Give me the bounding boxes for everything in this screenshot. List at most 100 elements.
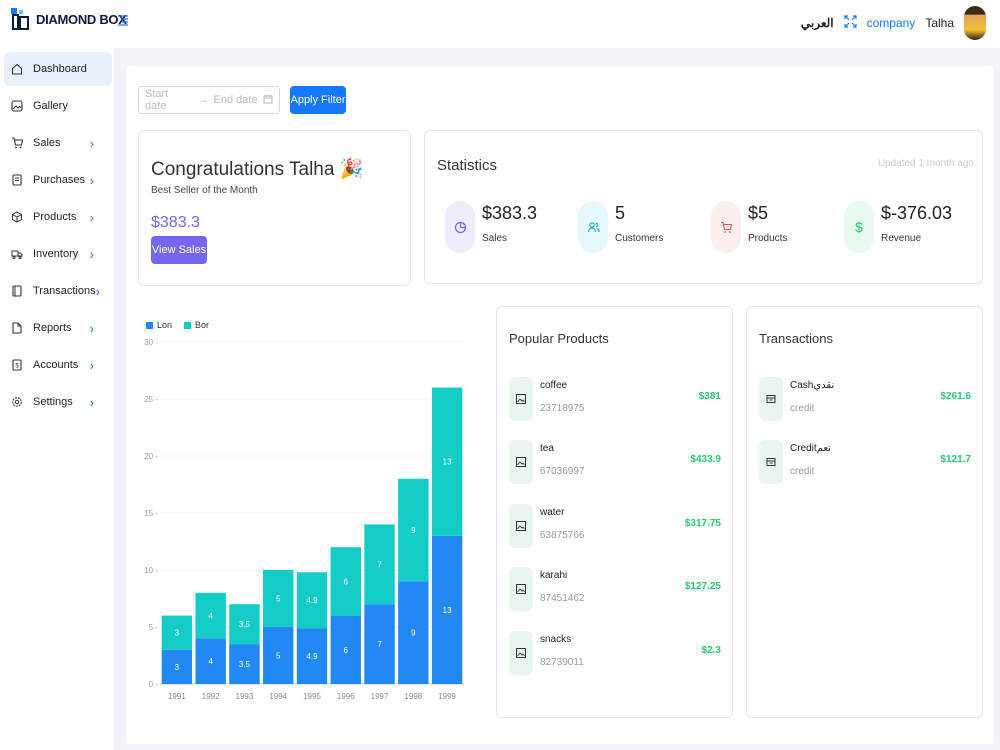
congrats-title: Congratulations Talha 🎉 — [151, 159, 364, 180]
sidebar-item-label: Inventory — [33, 248, 79, 260]
chart-plot: 0 - 5 - 10 - 15 - 20 - 25 - 30 - 3 3 1991 4 4 1992 3.… — [144, 338, 464, 701]
legend-item[interactable]: Lon — [146, 320, 172, 330]
wallet-icon — [759, 440, 783, 484]
list-item[interactable]: water 63875766 $317.75 — [509, 504, 721, 548]
chevron-right-icon: › — [89, 246, 94, 262]
legend-item[interactable]: Bor — [184, 320, 209, 330]
user-name[interactable]: Talha — [925, 16, 954, 30]
list-item[interactable]: Creditنعم credit $121.7 — [759, 440, 971, 484]
bar-segment — [161, 649, 193, 684]
bar-segment — [398, 581, 429, 684]
data-label: 5 — [276, 652, 281, 661]
image-icon — [509, 504, 533, 548]
sidebar-item-accounts[interactable]: $ Accounts › — [4, 348, 112, 382]
statistics-updated: Updated 1 month ago — [877, 158, 974, 169]
product-name: karahi — [540, 570, 568, 581]
product-name: water — [540, 507, 565, 518]
data-label: 9 — [411, 629, 416, 638]
receipt-icon — [11, 174, 23, 186]
data-label: 4.9 — [306, 652, 318, 661]
calendar-icon[interactable] — [263, 94, 273, 107]
logo[interactable]: DIAMOND BOX — [10, 6, 127, 32]
end-date-input[interactable]: End date — [213, 94, 258, 106]
sidebar-item-gallery[interactable]: Gallery — [4, 89, 112, 123]
y-tick-label: 10 - — [144, 566, 158, 575]
congrats-card: Congratulations Talha 🎉 Best Seller of t… — [138, 130, 411, 286]
arrow-right-icon: → — [197, 94, 209, 106]
product-code: 82739011 — [540, 657, 584, 668]
list-item[interactable]: coffee 23718975 $381 — [509, 377, 721, 421]
company-selector[interactable]: company — [866, 16, 916, 30]
data-label: 4.9 — [306, 596, 318, 605]
image-icon — [509, 377, 533, 421]
diamond-box-logo-icon — [11, 8, 29, 30]
product-name: tea — [540, 443, 554, 454]
popular-products-card: Popular Products coffee 23718975 $381 te… — [496, 306, 733, 718]
image-icon — [509, 567, 533, 611]
product-code: 87451462 — [540, 593, 585, 604]
cart-icon — [711, 201, 741, 253]
stat-value: $-376.03 — [881, 203, 953, 223]
x-tick-label: 1992 — [202, 692, 220, 701]
data-label: 5 — [276, 595, 281, 604]
brand-name: DIAMOND BOX — [36, 11, 127, 27]
menu-toggle-icon[interactable] — [117, 13, 129, 29]
transaction-name: Cashنقدي — [790, 380, 835, 391]
x-tick-label: 1993 — [236, 692, 254, 701]
bar-segment — [364, 524, 395, 605]
sidebar-item-transactions[interactable]: Transactions › — [4, 274, 112, 308]
truck-icon — [11, 248, 23, 260]
bar-segment — [364, 604, 395, 684]
bar-segment — [229, 604, 260, 645]
image-icon — [11, 100, 23, 112]
popular-products-title: Popular Products — [509, 331, 609, 346]
transactions-card: Transactions Cashنقدي credit $261.6 Cred… — [746, 306, 983, 718]
sidebar-item-products[interactable]: Products › — [4, 200, 112, 234]
avatar[interactable] — [964, 6, 986, 40]
svg-text:$: $ — [15, 364, 19, 370]
bar-segment — [263, 570, 294, 627]
product-amount: $127.25 — [684, 581, 721, 592]
list-item[interactable]: Cashنقدي credit $261.6 — [759, 377, 971, 421]
file-icon — [11, 322, 23, 334]
sidebar-item-settings[interactable]: Settings › — [4, 385, 112, 419]
view-sales-button[interactable]: View Sales — [151, 236, 207, 264]
y-tick-label: 30 - — [144, 338, 158, 347]
product-amount: $317.75 — [684, 518, 721, 529]
bar-segment — [330, 615, 361, 684]
list-item[interactable]: tea 67036997 $433.9 — [509, 440, 721, 484]
data-label: 3.5 — [239, 620, 251, 629]
transaction-amount: $261.6 — [940, 391, 971, 402]
x-tick-label: 1997 — [371, 692, 389, 701]
chevron-right-icon: › — [89, 172, 94, 188]
sidebar-item-label: Accounts — [33, 359, 79, 371]
data-label: 3 — [175, 663, 180, 672]
sidebar-item-label: Gallery — [33, 100, 68, 112]
bar-segment — [161, 615, 193, 650]
x-tick-label: 1995 — [303, 692, 321, 701]
x-tick-label: 1991 — [168, 692, 186, 701]
list-item[interactable]: snacks 82739011 $2.3 — [509, 631, 721, 675]
sidebar-item-purchases[interactable]: Purchases › — [4, 163, 112, 197]
sidebar-item-inventory[interactable]: Inventory › — [4, 237, 112, 271]
language-switch[interactable]: العربي — [800, 16, 834, 30]
data-label: 4 — [208, 657, 213, 666]
dollar-icon: $ — [844, 201, 874, 253]
stat-value: $5 — [748, 203, 769, 223]
apply-filter-button[interactable]: Apply Filter — [290, 86, 346, 114]
date-range-picker[interactable]: Start date → End date — [138, 86, 280, 114]
fullscreen-icon[interactable] — [844, 15, 857, 31]
sidebar-item-sales[interactable]: Sales › — [4, 126, 112, 160]
x-tick-label: 1994 — [269, 692, 287, 701]
chevron-right-icon: › — [95, 283, 100, 299]
congrats-subtitle: Best Seller of the Month — [151, 185, 258, 196]
sidebar-item-reports[interactable]: Reports › — [4, 311, 112, 345]
transactions-title: Transactions — [759, 331, 833, 346]
users-icon — [578, 201, 608, 253]
y-tick-label: 20 - — [144, 452, 158, 461]
sidebar-item-dashboard[interactable]: Dashboard — [4, 52, 112, 86]
product-code: 23718975 — [540, 403, 585, 414]
start-date-input[interactable]: Start date — [145, 88, 169, 112]
list-item[interactable]: karahi 87451462 $127.25 — [509, 567, 721, 611]
data-label: 3.5 — [239, 660, 251, 669]
